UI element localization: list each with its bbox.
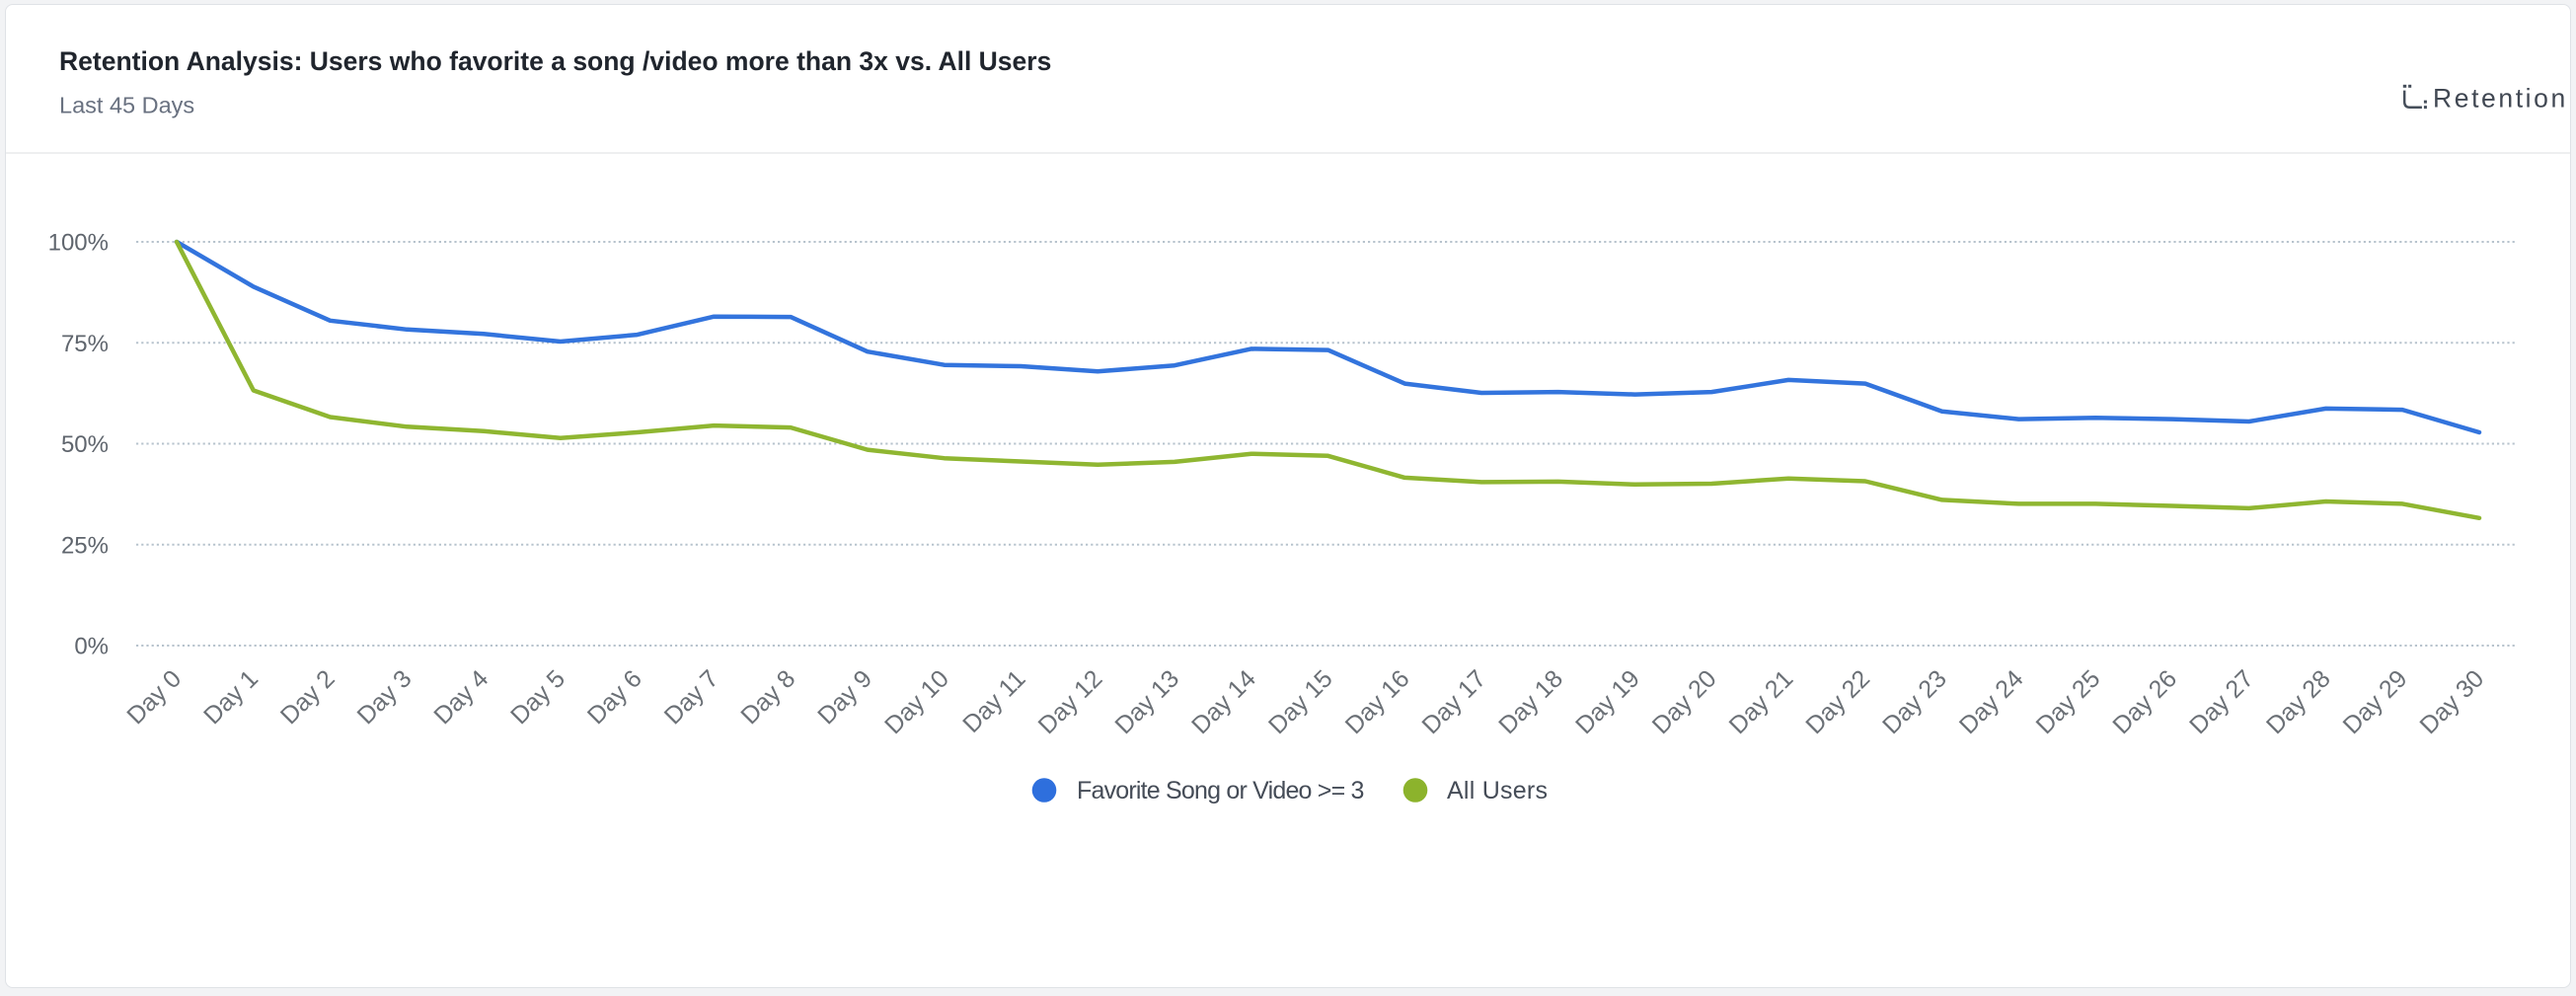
svg-text:Day 0: Day 0 [121,664,187,729]
svg-text:Day 21: Day 21 [1724,664,1799,739]
svg-text:Day 19: Day 19 [1570,664,1645,739]
svg-text:Day 7: Day 7 [659,664,724,729]
svg-text:Favorite Song or Video >= 3: Favorite Song or Video >= 3 [1077,777,1364,804]
svg-text:Day 1: Day 1 [198,664,264,729]
svg-text:Last 45 Days: Last 45 Days [59,93,194,118]
svg-text:50%: 50% [61,431,109,458]
svg-text:Day 29: Day 29 [2338,664,2413,739]
svg-text:Day 3: Day 3 [352,664,417,729]
svg-text:25%: 25% [61,532,109,559]
svg-text:Day 9: Day 9 [812,664,877,729]
svg-text:Day 6: Day 6 [582,664,647,729]
svg-text:Day 8: Day 8 [735,664,800,729]
svg-text:Day 13: Day 13 [1109,664,1184,739]
svg-text:Retention Analysis: Users who: Retention Analysis: Users who favorite a… [59,46,1051,76]
svg-text:100%: 100% [48,230,109,257]
svg-text:Day 26: Day 26 [2107,664,2182,739]
svg-text:Day 30: Day 30 [2414,664,2489,739]
svg-text:Day 4: Day 4 [428,664,493,729]
svg-text:Day 27: Day 27 [2184,664,2259,739]
svg-text:Day 28: Day 28 [2261,664,2336,739]
svg-text:75%: 75% [61,331,109,357]
svg-text:Day 25: Day 25 [2031,664,2106,739]
svg-text:Day 15: Day 15 [1263,664,1338,739]
svg-text:Day 5: Day 5 [505,664,570,729]
svg-text:All Users: All Users [1447,777,1548,804]
svg-text:Day 11: Day 11 [957,664,1031,738]
svg-text:Day 17: Day 17 [1416,664,1491,739]
svg-text:0%: 0% [74,634,109,660]
svg-text:Day 23: Day 23 [1877,664,1952,739]
svg-text:Day 12: Day 12 [1033,664,1108,739]
svg-text:Day 2: Day 2 [275,664,341,729]
svg-text:Day 16: Day 16 [1340,664,1415,739]
svg-text:Day 10: Day 10 [879,664,954,739]
svg-text:Day 18: Day 18 [1493,664,1568,739]
svg-text:Day 24: Day 24 [1954,664,2029,739]
svg-text:Day 20: Day 20 [1647,664,1722,739]
svg-text:Day 22: Day 22 [1800,664,1875,739]
svg-text:Retention: Retention [2433,84,2568,114]
svg-text:Day 14: Day 14 [1186,664,1261,739]
